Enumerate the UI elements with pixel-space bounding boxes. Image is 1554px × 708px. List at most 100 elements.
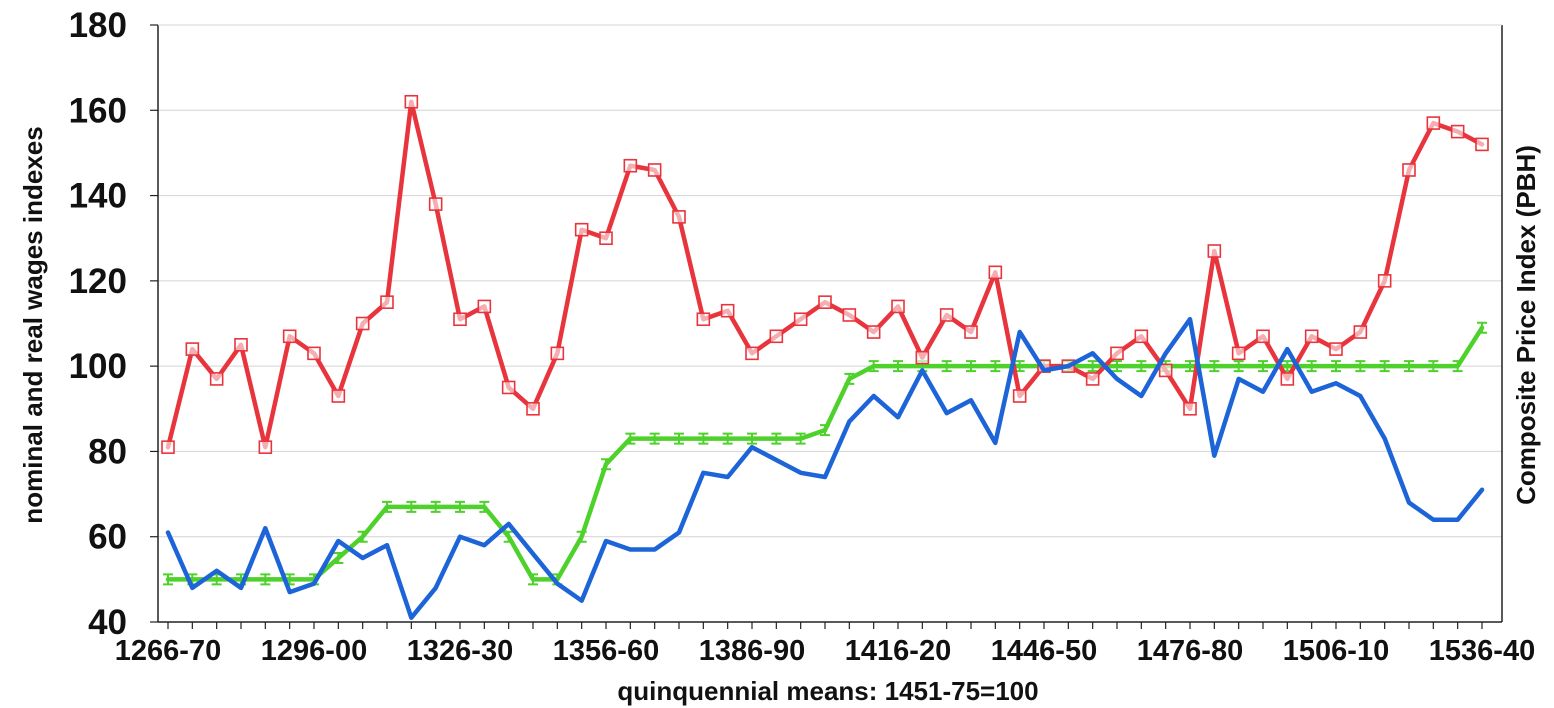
data-point (1019, 331, 1021, 333)
data-point (946, 412, 948, 414)
data-point (234, 338, 248, 352)
data-point (430, 500, 441, 513)
data-point (897, 416, 899, 418)
x-tick-label: 1446-50 (991, 635, 1097, 667)
data-point (1158, 363, 1173, 378)
x-tick-label: 1386-90 (699, 635, 805, 667)
data-point (1377, 274, 1392, 288)
data-point (550, 346, 565, 361)
data-point (528, 573, 538, 586)
data-point (1233, 360, 1244, 373)
data-point (532, 553, 534, 555)
data-point (479, 500, 490, 513)
data-point (1311, 391, 1313, 393)
data-point (1432, 519, 1434, 521)
data-point (672, 210, 686, 224)
data-point (380, 295, 394, 309)
data-point (941, 360, 952, 373)
data-point (1286, 348, 1288, 350)
data-point (1452, 360, 1463, 373)
data-point (623, 158, 638, 173)
data-point (1185, 360, 1195, 373)
data-point (1331, 360, 1341, 373)
data-point (501, 380, 516, 395)
data-point (1085, 372, 1100, 386)
data-point (873, 395, 875, 397)
data-point (1213, 455, 1215, 457)
grid-lines (158, 109, 1502, 538)
x-tick-labels: 1266-70 1296-00 1326-30 1356-60 1386-90 1416-… (115, 622, 1535, 667)
axes (157, 24, 1503, 623)
data-point (771, 432, 782, 445)
y-tick-label: 40 (88, 603, 127, 642)
data-point (893, 360, 903, 373)
series-group (163, 321, 1487, 586)
data-point (1238, 378, 1240, 380)
data-point (866, 325, 881, 339)
data-point (1043, 369, 1045, 371)
series-group (161, 94, 1489, 454)
series-line (165, 99, 1485, 450)
data-point (1134, 329, 1149, 344)
data-point (1067, 365, 1069, 367)
x-tick-label: 1506-10 (1283, 635, 1389, 667)
data-point (605, 540, 607, 542)
data-point (410, 617, 412, 619)
data-point (574, 222, 589, 237)
data-point (1087, 360, 1098, 373)
data-point (820, 424, 830, 437)
data-point (702, 472, 704, 474)
y-tick-label: 140 (69, 177, 127, 216)
data-point (698, 432, 709, 445)
data-point (994, 442, 996, 444)
data-point (477, 299, 492, 314)
data-point (990, 360, 1001, 373)
data-point (795, 432, 806, 445)
data-point (1140, 395, 1142, 397)
x-tick-label: 1296-00 (261, 635, 367, 667)
data-point (1359, 395, 1361, 397)
data-point (508, 523, 510, 525)
data-point (970, 399, 972, 401)
data-point (163, 573, 173, 586)
data-point (747, 432, 757, 445)
data-point (891, 299, 905, 314)
data-point (240, 587, 242, 589)
data-point (964, 325, 978, 339)
data-point (1306, 360, 1317, 373)
data-point (674, 432, 684, 445)
data-point (647, 163, 662, 177)
data-point (842, 308, 857, 322)
data-point (216, 570, 218, 572)
data-point (1189, 318, 1191, 320)
data-point (1329, 342, 1343, 356)
data-point (966, 360, 976, 373)
data-point (313, 583, 315, 585)
data-point (720, 303, 735, 318)
data-point (459, 536, 461, 538)
data-point (696, 312, 711, 327)
data-point (581, 600, 583, 602)
data-point (775, 459, 777, 461)
x-tick-label: 1416-20 (845, 635, 951, 667)
data-point (769, 329, 784, 344)
data-point (355, 316, 370, 331)
data-point (455, 500, 465, 513)
data-point (1481, 489, 1483, 491)
data-point (1165, 352, 1167, 354)
data-point (1335, 382, 1337, 384)
data-point (258, 440, 273, 454)
data-point (1280, 372, 1295, 386)
data-point (601, 458, 611, 471)
data-point (678, 531, 680, 533)
data-point (260, 573, 271, 586)
data-point (362, 557, 364, 559)
data-point (191, 587, 193, 589)
data-point (1183, 401, 1197, 416)
data-point (404, 94, 419, 109)
x-tick-label: 1326-30 (407, 635, 513, 667)
data-point (1353, 325, 1368, 339)
data-point (209, 372, 224, 386)
data-point (988, 265, 1003, 280)
